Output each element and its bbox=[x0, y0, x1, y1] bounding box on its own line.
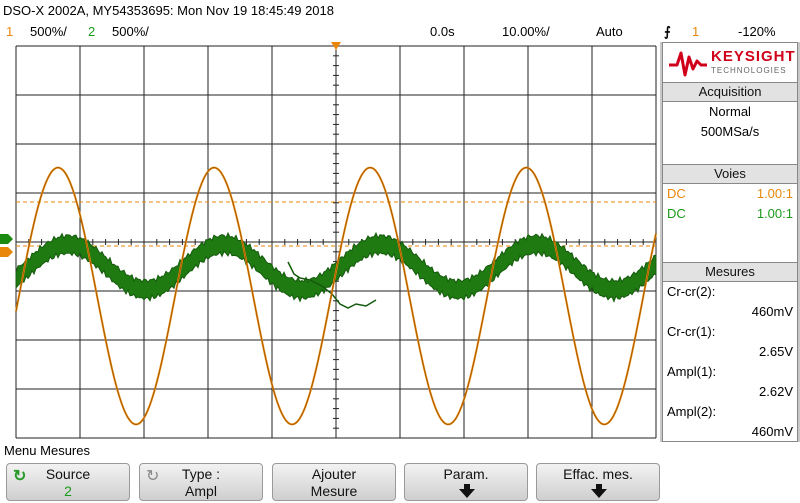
voies-title: Voies bbox=[663, 165, 797, 184]
softkey-source-value: 2 bbox=[64, 483, 72, 499]
ch2-coupling: DC bbox=[667, 206, 686, 221]
trigger-mode[interactable]: Auto bbox=[596, 24, 623, 39]
keysight-logo: KEYSIGHT TECHNOLOGIES bbox=[662, 42, 798, 84]
ground-marker bbox=[0, 247, 13, 257]
softkey-type-value: Ampl bbox=[185, 483, 217, 499]
down-arrow-icon-head bbox=[591, 489, 607, 498]
softkey-source-label: Source bbox=[45, 466, 91, 482]
instrument-info: DSO-X 2002A, MY54353695: Mon Nov 19 18:4… bbox=[3, 3, 334, 18]
softkey-bar: ↻ Source 2 ↻ Type : Ampl Ajouter Mesure … bbox=[0, 460, 800, 503]
softkey-type-label: Type : bbox=[181, 466, 221, 482]
rotate-knob-icon: ↻ bbox=[146, 468, 160, 485]
softkey-type[interactable]: ↻ Type : Ampl bbox=[139, 463, 263, 501]
ch2-probe: 1.00:1 bbox=[756, 206, 793, 221]
ch1-number[interactable]: 1 bbox=[6, 24, 14, 39]
time-delay[interactable]: 0.0s bbox=[430, 24, 455, 39]
softkey-add-label-2: Mesure bbox=[310, 483, 358, 499]
acquisition-rate: 500MSa/s bbox=[700, 124, 760, 139]
softkey-clear-measure[interactable]: Effac. mes. bbox=[536, 463, 660, 501]
ch2-number[interactable]: 2 bbox=[88, 24, 96, 39]
measurement-label: Ampl(2): bbox=[667, 404, 717, 419]
mesures-title: Mesures bbox=[663, 263, 797, 282]
status-bar: 1 500%/ 2 500%/ 0.0s 10.00%/ Auto ⨍ 1 -1… bbox=[0, 22, 800, 42]
ch2-scale[interactable]: 500%/ bbox=[112, 24, 149, 39]
trigger-position-marker[interactable] bbox=[331, 42, 341, 50]
measurement-label: Cr-cr(1): bbox=[667, 324, 716, 339]
trigger-source[interactable]: 1 bbox=[692, 24, 700, 39]
ch1-coupling: DC bbox=[667, 186, 686, 201]
down-arrow-icon bbox=[596, 484, 602, 490]
scope-display[interactable] bbox=[0, 42, 660, 442]
mesures-box[interactable]: Mesures Cr-cr(2): 460mV Cr-cr(1): 2.65V … bbox=[662, 262, 798, 442]
voies-ch2-row: DC 1.00:1 bbox=[663, 204, 797, 224]
rotate-knob-icon: ↻ bbox=[13, 468, 27, 485]
ground-marker bbox=[0, 234, 13, 244]
measurement-label: Ampl(1): bbox=[667, 364, 717, 379]
measurement-value: 2.65V bbox=[759, 344, 793, 359]
keysight-wave-icon bbox=[669, 51, 707, 77]
ch1-scale[interactable]: 500%/ bbox=[30, 24, 67, 39]
acquisition-box[interactable]: Acquisition Normal 500MSa/s bbox=[662, 82, 798, 166]
voies-box[interactable]: Voies DC 1.00:1 DC 1.00:1 bbox=[662, 164, 798, 264]
softkey-clear-label: Effac. mes. bbox=[563, 466, 633, 482]
waveform-canvas bbox=[0, 42, 660, 442]
ch1-waveform-edge bbox=[15, 167, 657, 425]
menu-title: Menu Mesures bbox=[0, 442, 800, 460]
down-arrow-icon-head bbox=[459, 489, 475, 498]
trigger-level[interactable]: -120% bbox=[738, 24, 776, 39]
ch1-probe: 1.00:1 bbox=[756, 186, 793, 201]
measurement-value: 2.62V bbox=[759, 384, 793, 399]
rising-edge-icon: ⨍ bbox=[664, 24, 671, 39]
acquisition-mode: Normal bbox=[709, 104, 751, 119]
channel-ground-markers[interactable] bbox=[0, 234, 13, 257]
brand-sub: TECHNOLOGIES bbox=[711, 66, 787, 75]
softkey-param[interactable]: Param. bbox=[404, 463, 528, 501]
timebase[interactable]: 10.00%/ bbox=[502, 24, 550, 39]
voies-ch1-row: DC 1.00:1 bbox=[663, 184, 797, 204]
measurement-label: Cr-cr(2): bbox=[667, 284, 716, 299]
softkey-add-label: Ajouter bbox=[311, 466, 357, 482]
side-panel: KEYSIGHT TECHNOLOGIES Acquisition Normal… bbox=[660, 42, 800, 442]
brand-name: KEYSIGHT bbox=[711, 48, 796, 65]
down-arrow-icon bbox=[464, 484, 470, 490]
acquisition-title: Acquisition bbox=[663, 83, 797, 102]
softkey-param-label: Param. bbox=[443, 466, 489, 482]
measurement-value: 460mV bbox=[751, 424, 793, 439]
measurement-value: 460mV bbox=[751, 304, 793, 319]
softkey-add-measure[interactable]: Ajouter Mesure bbox=[272, 463, 396, 501]
softkey-source[interactable]: ↻ Source 2 bbox=[6, 463, 130, 501]
title-bar: DSO-X 2002A, MY54353695: Mon Nov 19 18:4… bbox=[0, 0, 800, 22]
